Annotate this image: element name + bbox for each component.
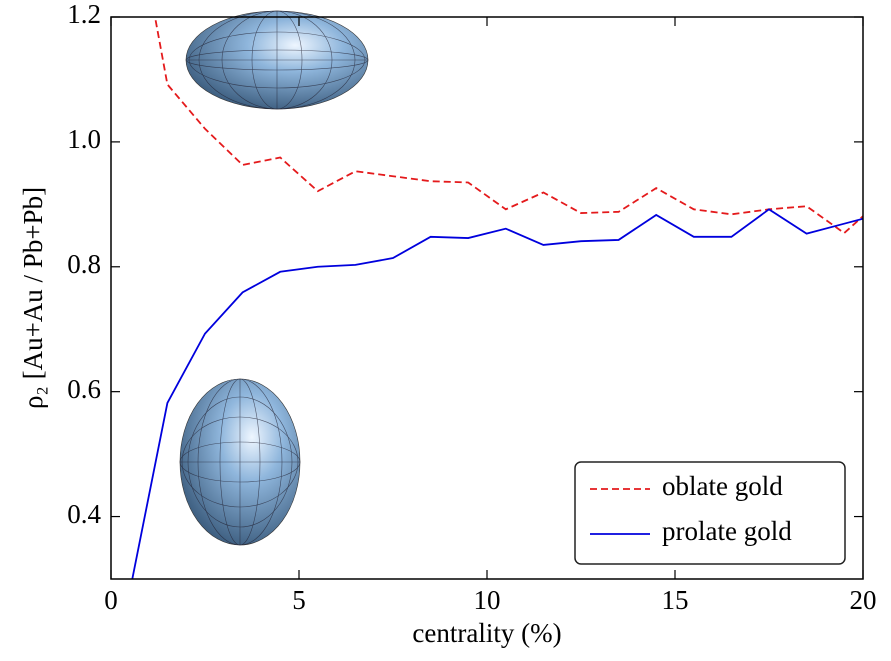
- x-tick-label: 0: [104, 585, 118, 615]
- y-tick-label: 0.4: [67, 499, 101, 529]
- oblate-ellipsoid: [185, 10, 369, 110]
- y-tick-label: 0.6: [67, 374, 101, 404]
- prolate-ellipsoid: [179, 378, 301, 546]
- series-line: [154, 17, 863, 235]
- x-tick-label: 15: [662, 585, 689, 615]
- x-tick-label: 5: [292, 585, 306, 615]
- x-axis-label: centrality (%): [412, 618, 561, 648]
- legend-label: prolate gold: [662, 516, 792, 546]
- y-tick-label: 1.2: [67, 0, 101, 29]
- x-tick-label: 10: [474, 585, 501, 615]
- legend: oblate gold prolate gold: [574, 461, 846, 565]
- y-tick-label: 1.0: [67, 124, 101, 154]
- legend-label: oblate gold: [662, 471, 783, 501]
- series-line: [131, 208, 863, 579]
- plot-lines: [131, 17, 863, 579]
- y-axis-label: ρ₂ [Au+Au / Pb+Pb]: [18, 187, 48, 409]
- y-tick-label: 0.8: [67, 249, 101, 279]
- x-tick-label: 20: [850, 585, 877, 615]
- legend-box: [574, 461, 846, 565]
